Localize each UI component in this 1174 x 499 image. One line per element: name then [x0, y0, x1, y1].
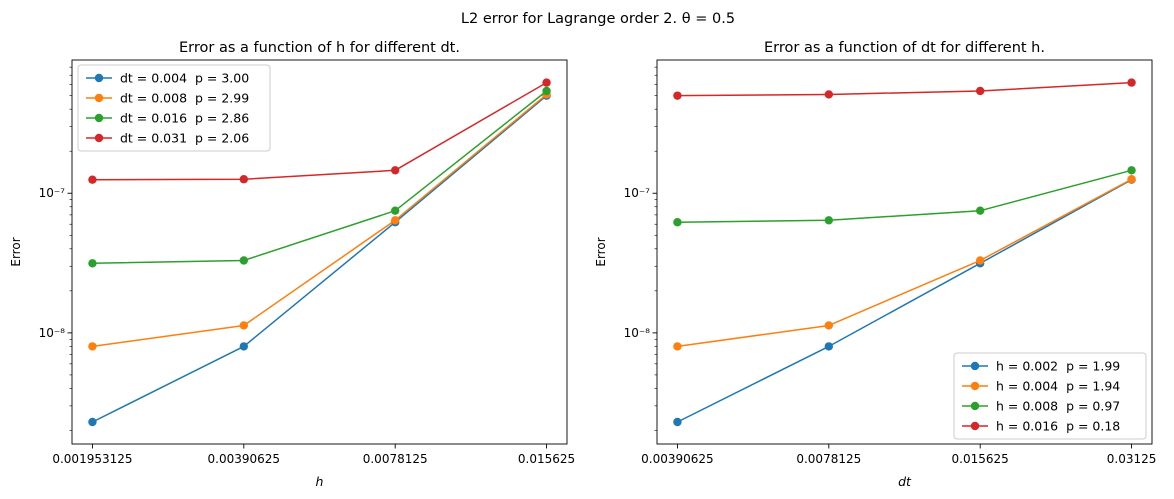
chart-1-legend-label: dt = 0.031 p = 2.06	[120, 131, 249, 146]
chart-1-legend: dt = 0.004 p = 3.00 dt = 0.008 p = 2.99 dt…	[77, 64, 271, 152]
chart-2-series-2-line	[677, 178, 1132, 348]
chart-1-legend-marker	[94, 93, 104, 103]
chart-2-series-3-line	[677, 169, 1132, 223]
chart-2-series-3-point	[1127, 166, 1136, 175]
chart-2-legend-label: h = 0.016 p = 0.18	[996, 419, 1120, 434]
chart-1-series-3-point	[239, 256, 249, 265]
chart-1-legend-label: dt = 0.004 p = 3.00	[120, 71, 249, 86]
chart-2-series-2-point	[673, 342, 682, 351]
chart-2-legend-label: h = 0.008 p = 0.97	[996, 399, 1120, 414]
chart-1-series-2-point	[239, 321, 249, 330]
chart-1-legend-marker	[94, 133, 104, 143]
chart-2-series-3-point	[673, 218, 682, 227]
chart-1-x-tick-label: 0.00390625	[208, 452, 281, 466]
chart-2-legend: h = 0.002 p = 1.99 h = 0.004 p = 1.94 h = …	[953, 352, 1147, 440]
chart-2-series-1-line	[677, 179, 1132, 423]
chart-1-series-1-point	[88, 417, 97, 427]
chart-2-y-tick-label: 10⁻⁸	[624, 326, 651, 340]
chart-1-series-3-point	[390, 206, 400, 215]
chart-2-legend-label: h = 0.004 p = 1.94	[996, 379, 1120, 394]
chart-1-series-3-line	[92, 90, 548, 265]
chart-2-x-tick-label: 0.00390625	[641, 452, 714, 466]
chart-1-x-tick-label: 0.0078125	[363, 452, 428, 466]
chart-2-series-4-point	[975, 86, 985, 96]
chart-2-x-tick-label: 0.015625	[952, 452, 1009, 466]
chart-2-series-2-point	[824, 321, 834, 330]
chart-2-legend-marker	[970, 381, 980, 391]
chart-1-series-1-line	[92, 95, 548, 423]
chart-1-series-2-point	[390, 216, 400, 225]
chart-2-legend-label: h = 0.002 p = 1.99	[996, 359, 1120, 374]
chart-1-series-2-line	[92, 93, 548, 348]
subplot-right: Error as a function of dt for different …	[594, 40, 1156, 489]
chart-1-series-4-point	[239, 175, 249, 184]
chart-2-series-4-point	[1127, 78, 1136, 87]
chart-2-legend-box	[953, 352, 1147, 440]
chart-1-series-3-point	[88, 259, 97, 268]
chart-2-x-tick-label: 0.03125	[1107, 452, 1157, 466]
figure-suptitle: L2 error for Lagrange order 2. θ = 0.5	[461, 11, 735, 27]
chart-1-axes-frame	[71, 59, 568, 445]
chart-2-series-4-line	[677, 81, 1132, 97]
chart-1-series-4-point	[390, 166, 400, 175]
chart-1-legend-label: dt = 0.016 p = 2.86	[120, 111, 249, 126]
chart-2-series-1-point	[673, 417, 682, 427]
chart-2-series-2-point	[975, 256, 985, 265]
chart-2-series-4-point	[824, 90, 834, 99]
chart-2-y-axis-label: Error	[594, 237, 608, 266]
chart-2-series-4-point	[673, 91, 682, 100]
chart-2-series-1-point	[824, 342, 834, 351]
chart-1-legend-marker	[94, 113, 104, 123]
chart-1-title: Error as a function of h for different d…	[179, 40, 460, 56]
chart-1-x-tick-label: 0.001953125	[52, 452, 132, 466]
chart-2-series-3-point	[975, 206, 985, 215]
chart-2-axes-frame	[656, 59, 1153, 445]
chart-1-series-4-point	[542, 78, 551, 87]
chart-1-y-tick-label: 10⁻⁷	[39, 186, 66, 200]
chart-1-y-axis-label: Error	[9, 237, 23, 266]
subplot-left: Error as a function of h for different d…	[9, 40, 575, 489]
chart-2-y-tick-label: 10⁻⁷	[624, 186, 651, 200]
chart-2-legend-marker	[970, 421, 980, 431]
chart-1-series-4-line	[92, 81, 547, 181]
chart-1-x-tick-label: 0.015625	[518, 452, 575, 466]
chart-1-legend-label: dt = 0.008 p = 2.99	[120, 91, 249, 106]
chart-1-series-2-point	[88, 342, 97, 351]
chart-1-legend-marker	[94, 73, 104, 83]
chart-2-legend-marker	[970, 401, 980, 411]
chart-1-legend-box	[77, 64, 271, 152]
chart-2-series-3-point	[824, 216, 834, 225]
chart-1-series-3-point	[542, 86, 551, 96]
chart-2-legend-marker	[970, 361, 980, 371]
chart-2-x-axis-label: dt	[898, 474, 912, 489]
chart-2-title: Error as a function of dt for different …	[764, 40, 1045, 56]
chart-1-x-axis-label: h	[316, 474, 324, 489]
chart-2-x-tick-label: 0.0078125	[796, 452, 861, 466]
chart-1-y-tick-label: 10⁻⁸	[39, 326, 66, 340]
chart-2-series-2-point	[1127, 175, 1136, 184]
chart-1-series-4-point	[88, 175, 97, 184]
chart-1-series-1-point	[239, 342, 249, 351]
